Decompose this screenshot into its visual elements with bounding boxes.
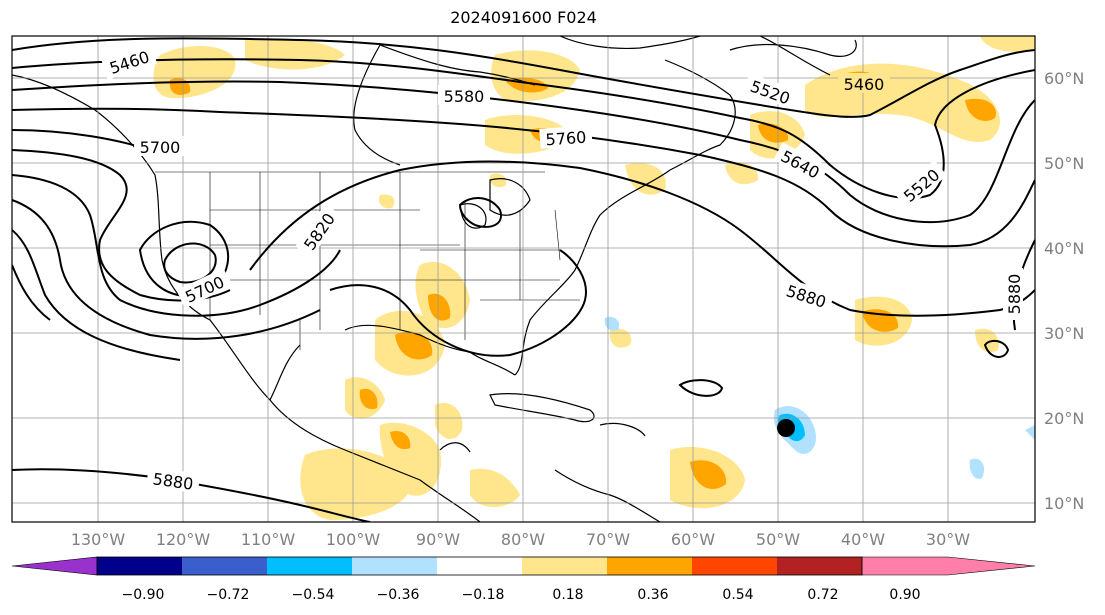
map-frame [11,35,1036,523]
colorbar-tick: −0.18 [462,587,505,603]
colorbar-tick: −0.90 [122,587,165,603]
colorbar-tick: 0.36 [637,587,668,603]
lon-label: 40°W [841,530,885,549]
lon-label: 120°W [156,530,211,549]
lat-label: 20°N [1044,409,1084,428]
lon-label: 80°W [501,530,545,549]
contour-label: 5580 [444,87,485,106]
colorbar-tick: −0.72 [207,587,250,603]
colorbar-segment [777,557,862,575]
lat-label: 30°N [1044,324,1084,343]
colorbar-tick: −0.54 [292,587,335,603]
lon-label: 130°W [71,530,126,549]
colorbar-segment [352,557,437,575]
political-borders [155,171,580,350]
lon-label: 100°W [326,530,381,549]
colorbar: −0.90 −0.72 −0.54 −0.36 −0.18 0.18 0.36 … [11,556,1036,603]
lon-label: 60°W [671,530,715,549]
contour-label: 5460 [844,75,885,94]
colorbar-segment [437,557,522,575]
colorbar-extend-right [861,556,1036,576]
lat-label: 60°N [1044,69,1084,88]
colorbar-segment [267,557,352,575]
lat-label: 50°N [1044,154,1084,173]
colorbar-extend-left [11,556,98,576]
colorbar-tick: 0.72 [807,587,838,603]
lat-label: 10°N [1044,494,1084,513]
colorbar-segment [692,557,777,575]
contour-label: 5760 [545,128,587,150]
contour-labels: 5460 5580 5700 5760 5520 5640 5460 5520 … [101,44,1024,494]
colorbar-segment [522,557,607,575]
longitude-labels: 130°W 120°W 110°W 100°W 90°W 80°W 70°W 6… [71,530,970,549]
lon-label: 110°W [241,530,296,549]
lat-label: 40°N [1044,239,1084,258]
colorbar-tick: −0.36 [377,587,420,603]
graticule [12,36,1035,522]
colorbar-segment [607,557,692,575]
colorbar-segment [97,557,182,575]
map-area [12,36,1035,522]
colorbar-tick: 0.54 [722,587,753,603]
colorbar-tick: 0.18 [552,587,583,603]
lon-label: 50°W [756,530,800,549]
lon-label: 70°W [586,530,630,549]
map-title: 2024091600 F024 [450,8,597,27]
contour-label: 5700 [140,138,181,157]
height-contours [12,37,1035,522]
lon-label: 30°W [926,530,970,549]
contour-label: 5880 [1005,274,1024,315]
lon-label: 90°W [416,530,460,549]
storm-marker [777,419,795,437]
colorbar-segment [182,557,267,575]
latitude-labels: 60°N 50°N 40°N 30°N 20°N 10°N [1044,69,1084,513]
colorbar-tick: 0.90 [889,587,920,603]
